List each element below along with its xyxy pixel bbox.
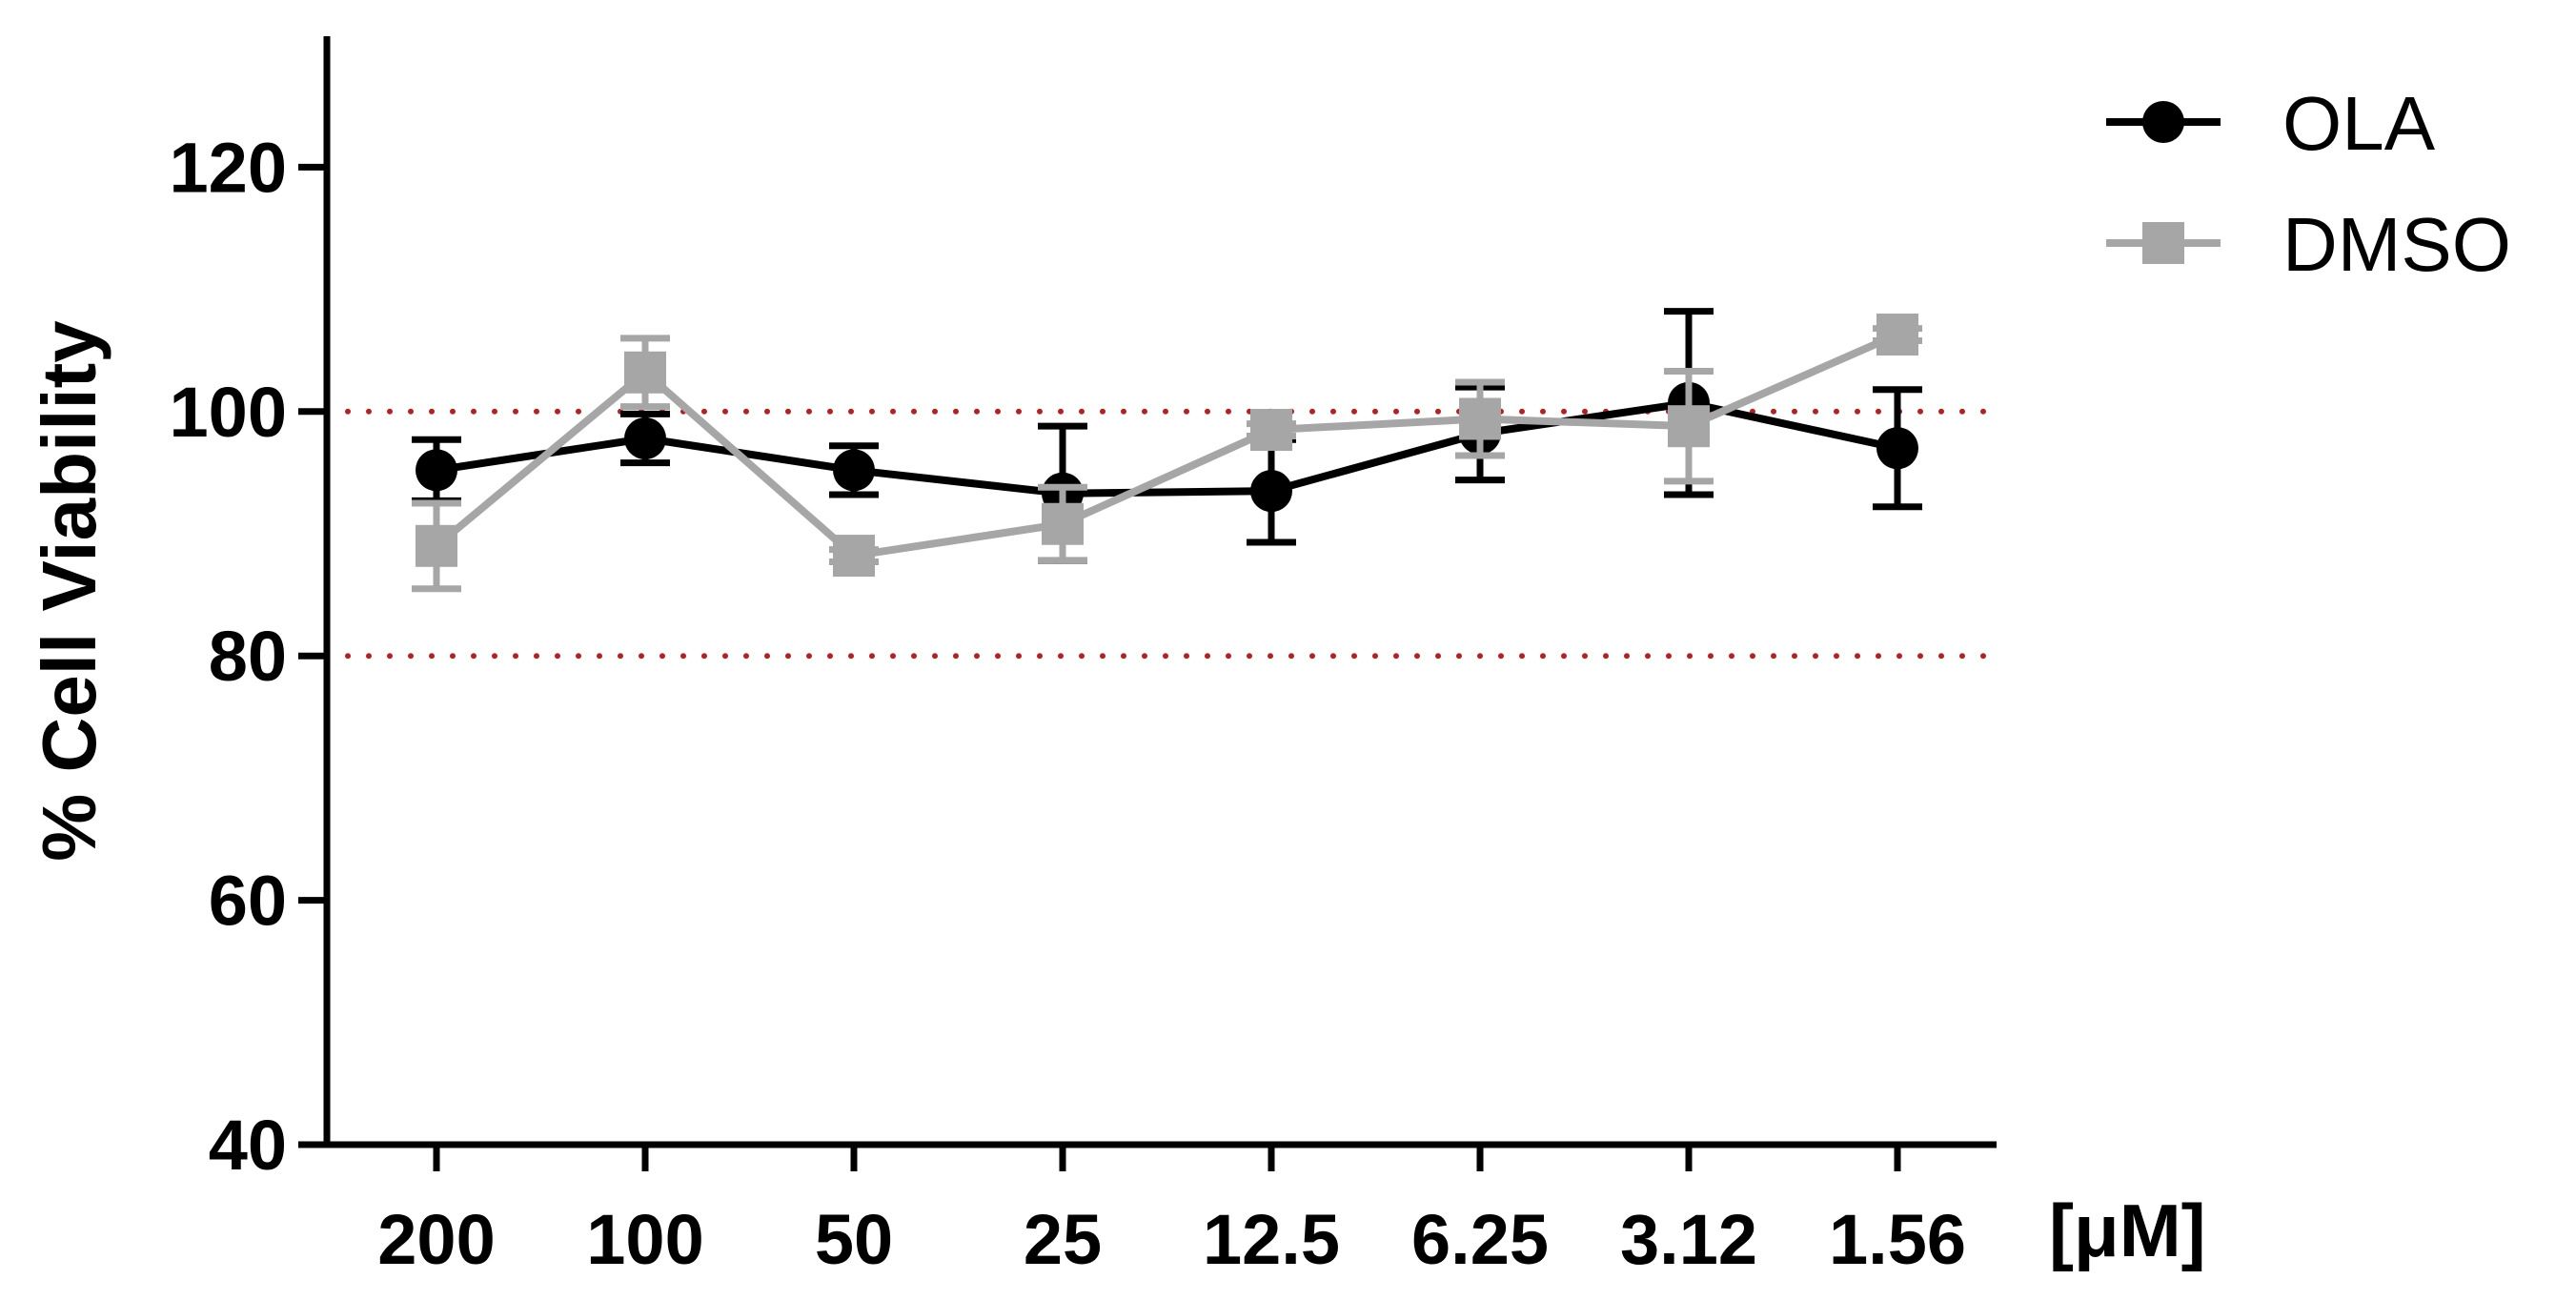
legend-label: DMSO: [2282, 202, 2511, 287]
series-line: [434, 331, 1899, 560]
series-ola: [412, 308, 1922, 564]
legend-item-ola: OLA: [2106, 81, 2436, 166]
x-tick-label: 12.5: [1203, 1200, 1340, 1279]
series-line: [436, 398, 1898, 498]
series-group: [412, 308, 1922, 593]
data-point: [416, 524, 457, 567]
data-point: [1459, 397, 1501, 440]
data-point: [624, 417, 666, 460]
y-tick-label: 120: [170, 128, 287, 207]
y-tick-label: 40: [209, 1106, 287, 1185]
y-tick-label: 80: [209, 617, 287, 696]
data-point: [1876, 427, 1918, 470]
y-tick-label: 60: [209, 862, 287, 941]
data-point: [833, 449, 875, 492]
data-point: [1668, 405, 1710, 448]
legend-marker: [2142, 222, 2184, 264]
data-point: [833, 535, 875, 578]
y-axis-title: % Cell Viability: [27, 320, 112, 862]
x-axis-unit-label: [μM]: [2049, 1188, 2206, 1272]
x-tick-label: 200: [377, 1200, 495, 1279]
x-tick-label: 3.12: [1620, 1200, 1757, 1279]
data-point: [624, 351, 666, 394]
data-point: [1250, 409, 1292, 452]
x-tick-label: 25: [1024, 1200, 1102, 1279]
y-tick-label: 100: [170, 373, 287, 452]
x-ticks: 200 100 50 25 12.5 6.25 3.12 1.56: [377, 1145, 1966, 1279]
x-tick-label: 100: [586, 1200, 703, 1279]
data-point: [416, 449, 457, 492]
x-tick-label: 1.56: [1829, 1200, 1966, 1279]
series-dmso: [412, 314, 1922, 593]
data-point: [1876, 314, 1918, 356]
y-ticks: 40 60 80 100 120: [170, 128, 327, 1185]
legend-marker: [2142, 101, 2184, 143]
x-tick-label: 50: [815, 1200, 893, 1279]
data-point: [1250, 470, 1292, 513]
x-tick-label: 6.25: [1411, 1200, 1549, 1279]
legend-item-dmso: DMSO: [2106, 202, 2511, 287]
data-point: [1042, 502, 1084, 545]
legend-label: OLA: [2282, 81, 2436, 166]
legend: OLA DMSO: [2106, 81, 2511, 287]
axes: [323, 36, 1997, 1148]
